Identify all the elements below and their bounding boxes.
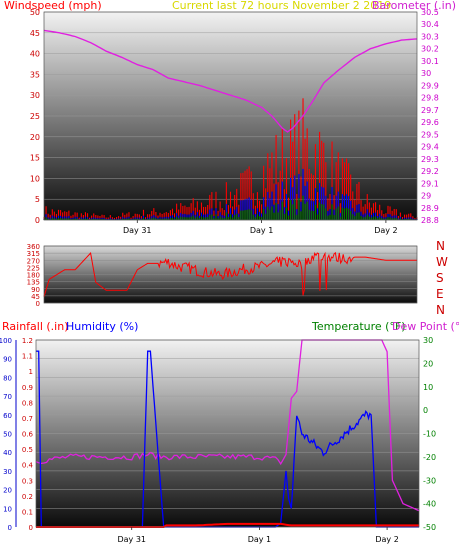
barometer-tick-label: 30	[421, 69, 431, 78]
day-label-top: Day 2	[374, 226, 397, 235]
wind-tick-label: 15	[30, 154, 40, 163]
direction-tick-label: 315	[27, 250, 40, 258]
humidity-tick-label: 80	[3, 374, 12, 382]
direction-tick-label: 360	[27, 243, 40, 251]
temperature-axis-title: Temperature (°F)	[311, 320, 406, 333]
direction-tick-label: 45	[31, 293, 40, 301]
humidity-tick-label: 30	[3, 468, 12, 476]
temperature-tick-label: 30	[423, 336, 433, 345]
humidity-tick-label: 40	[3, 449, 12, 457]
wind-tick-label: 40	[30, 50, 40, 59]
windspeed-axis-title: Windspeed (mph)	[4, 0, 102, 12]
barometer-tick-label: 28.8	[421, 216, 439, 225]
humidity-tick-label: 90	[3, 356, 12, 364]
barometer-tick-label: 29.2	[421, 167, 439, 176]
rainfall-tick-label: 0.4	[22, 462, 34, 470]
rainfall-tick-label: 0.9	[22, 384, 33, 392]
humidity-tick-label: 60	[3, 412, 12, 420]
temperature-tick-label: -30	[423, 476, 436, 485]
rainfall-tick-label: 0.1	[22, 508, 33, 516]
rainfall-tick-label: 0	[29, 524, 33, 532]
panel-border	[43, 11, 418, 221]
wind-tick-label: 30	[30, 91, 40, 100]
compass-label-n-top: N	[436, 239, 445, 253]
wind-tick-label: 45	[30, 29, 40, 38]
wind-tick-label: 35	[30, 70, 40, 79]
barometer-tick-label: 29.4	[421, 143, 439, 152]
rainfall-tick-label: 0.6	[22, 431, 34, 439]
day-label-bottom: Day 1	[248, 535, 271, 544]
barometer-tick-label: 29.9	[421, 81, 439, 90]
humidity-tick-label: 0	[8, 524, 12, 532]
humidity-axis-title: Humidity (%)	[66, 320, 138, 333]
temperature-tick-label: 0	[423, 406, 428, 415]
temperature-tick-label: 10	[423, 383, 433, 392]
rainfall-tick-label: 0.7	[22, 415, 33, 423]
humidity-tick-label: 20	[3, 487, 12, 495]
barometer-tick-label: 29.7	[421, 106, 439, 115]
direction-tick-label: 270	[27, 257, 40, 265]
direction-tick-label: 0	[36, 300, 40, 308]
barometer-tick-label: 29.6	[421, 118, 439, 127]
wind-direction-line	[43, 251, 417, 297]
wind-tick-label: 25	[30, 112, 40, 121]
rainfall-tick-label: 0.3	[22, 477, 33, 485]
wind-tick-label: 20	[30, 133, 40, 142]
dewpoint-axis-title: Dew Point (°F)	[392, 320, 459, 333]
humidity-tick-label: 70	[3, 393, 12, 401]
barometer-tick-label: 30.3	[421, 32, 439, 41]
barometer-tick-label: 29.5	[421, 130, 439, 139]
wind-tick-label: 5	[35, 195, 40, 204]
day-label-bottom: Day 31	[117, 535, 146, 544]
rainfall-tick-label: 0.5	[22, 446, 33, 454]
barometer-line	[43, 29, 418, 133]
barometer-tick-label: 28.9	[421, 204, 439, 213]
wind-tick-label: 10	[30, 174, 40, 183]
rainfall-tick-label: 1	[29, 368, 33, 376]
barometer-tick-label: 30.4	[421, 20, 439, 29]
compass-label-s: S	[436, 271, 444, 285]
temperature-tick-label: -10	[423, 430, 436, 439]
barometer-tick-label: 29.1	[421, 179, 439, 188]
humidity-tick-label: 50	[3, 431, 12, 439]
temperature-tick-label: -40	[423, 500, 436, 509]
compass-label-e: E	[436, 287, 444, 301]
rainfall-tick-label: 0.8	[22, 399, 33, 407]
humidity-tick-label: 100	[0, 337, 12, 345]
rainfall-tick-label: 0.2	[22, 493, 33, 501]
direction-tick-label: 90	[31, 286, 40, 294]
day-label-top: Day 31	[123, 226, 152, 235]
day-label-top: Day 1	[250, 226, 273, 235]
wind-tick-label: 50	[30, 8, 40, 17]
barometer-tick-label: 29.8	[421, 94, 439, 103]
panel-border	[43, 245, 418, 304]
panel-border	[35, 339, 420, 528]
compass-label-w: W	[436, 255, 448, 269]
barometer-tick-label: 30.1	[421, 57, 439, 66]
rainfall-tick-label: 1.2	[22, 337, 33, 345]
day-label-bottom: Day 2	[375, 535, 398, 544]
rainfall-axis-title: Rainfall (.in)	[2, 320, 69, 333]
barometer-tick-label: 30.5	[421, 8, 439, 17]
rainfall-tick-label: 1.1	[22, 353, 33, 361]
temperature-tick-label: -20	[423, 453, 436, 462]
direction-tick-label: 180	[27, 272, 40, 280]
page-title: Current last 72 hours November 2 2019	[172, 0, 391, 12]
humidity-tick-label: 10	[3, 505, 12, 513]
wind-tick-label: 0	[35, 216, 40, 225]
compass-label-n-bottom: N	[436, 303, 445, 317]
barometer-axis-title: Barometer (.in)	[372, 0, 456, 12]
barometer-tick-label: 29	[421, 192, 431, 201]
temperature-tick-label: -50	[423, 523, 436, 532]
barometer-tick-label: 30.2	[421, 45, 439, 54]
direction-tick-label: 135	[27, 279, 40, 287]
barometer-tick-label: 29.3	[421, 155, 439, 164]
temperature-tick-label: 20	[423, 359, 433, 368]
direction-tick-label: 225	[27, 264, 40, 272]
